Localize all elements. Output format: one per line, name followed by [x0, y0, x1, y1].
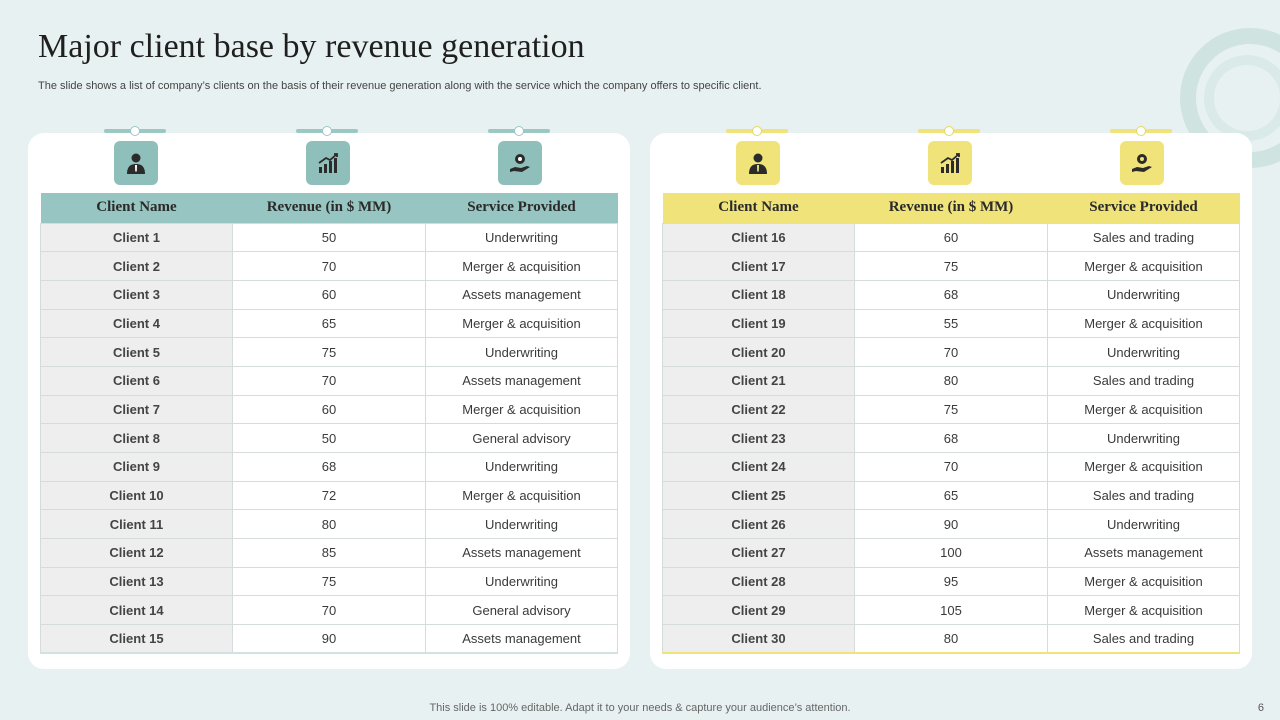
left-client-table: Client Name Revenue (in $ MM) Service Pr…: [40, 193, 618, 655]
slide-title: Major client base by revenue generation: [38, 28, 585, 65]
header-revenue: Revenue (in $ MM): [854, 193, 1048, 223]
right-panel: Client Name Revenue (in $ MM) Service Pr…: [650, 126, 1252, 669]
table-row: Client 13 75 Underwriting: [40, 566, 618, 597]
growth-chart-icon: [306, 141, 350, 185]
table-row: Client 9 68 Underwriting: [40, 452, 618, 482]
table-row: Client 8 50 General advisory: [40, 423, 618, 453]
table-row: Client 29 105 Merger & acquisition: [662, 595, 1240, 626]
header-service: Service Provided: [425, 193, 618, 223]
table-row: Client 6 70 Assets management: [40, 365, 618, 396]
table-row: Client 11 80 Underwriting: [40, 509, 618, 540]
table-row: Client 26 90 Underwriting: [662, 509, 1240, 540]
header-client-name: Client Name: [662, 193, 855, 223]
table-row: Client 24 70 Merger & acquisition: [662, 452, 1240, 482]
table-row: Client 14 70 General advisory: [40, 595, 618, 626]
table-row: Client 22 75 Merger & acquisition: [662, 394, 1240, 425]
table-row: Client 27 100 Assets management: [662, 538, 1240, 568]
header-revenue: Revenue (in $ MM): [232, 193, 426, 223]
page-number: 6: [1257, 702, 1264, 714]
table-row: Client 10 72 Merger & acquisition: [40, 480, 618, 511]
growth-chart-icon: [928, 141, 972, 185]
table-row: Client 18 68 Underwriting: [662, 279, 1240, 310]
table-row: Client 25 65 Sales and trading: [662, 480, 1240, 511]
right-client-table: Client Name Revenue (in $ MM) Service Pr…: [662, 193, 1240, 655]
table-row: Client 30 80 Sales and trading: [662, 624, 1240, 655]
left-panel: Client Name Revenue (in $ MM) Service Pr…: [28, 126, 630, 669]
table-row: Client 15 90 Assets management: [40, 624, 618, 655]
left-icon-row: [40, 126, 618, 189]
table-row: Client 3 60 Assets management: [40, 279, 618, 310]
table-row: Client 4 65 Merger & acquisition: [40, 308, 618, 339]
table-row: Client 23 68 Underwriting: [662, 423, 1240, 453]
table-row: Client 5 75 Underwriting: [40, 337, 618, 367]
table-row: Client 20 70 Underwriting: [662, 337, 1240, 367]
table-header-row: Client Name Revenue (in $ MM) Service Pr…: [40, 193, 618, 223]
table-row: Client 2 70 Merger & acquisition: [40, 251, 618, 281]
businessman-icon: [114, 141, 158, 185]
table-header-row: Client Name Revenue (in $ MM) Service Pr…: [662, 193, 1240, 223]
table-row: Client 17 75 Merger & acquisition: [662, 251, 1240, 281]
table-row: Client 7 60 Merger & acquisition: [40, 394, 618, 425]
slide-subtitle: The slide shows a list of company’s clie…: [38, 80, 762, 92]
table-row: Client 16 60 Sales and trading: [662, 222, 1240, 253]
slide-footer: This slide is 100% editable. Adapt it to…: [429, 702, 851, 714]
service-hand-icon: [498, 141, 542, 185]
table-row: Client 1 50 Underwriting: [40, 222, 618, 253]
table-row: Client 28 95 Merger & acquisition: [662, 566, 1240, 597]
table-row: Client 19 55 Merger & acquisition: [662, 308, 1240, 339]
right-icon-row: [662, 126, 1240, 189]
table-row: Client 12 85 Assets management: [40, 538, 618, 568]
service-hand-icon: [1120, 141, 1164, 185]
businessman-icon: [736, 141, 780, 185]
header-service: Service Provided: [1047, 193, 1240, 223]
table-row: Client 21 80 Sales and trading: [662, 365, 1240, 396]
header-client-name: Client Name: [40, 193, 233, 223]
